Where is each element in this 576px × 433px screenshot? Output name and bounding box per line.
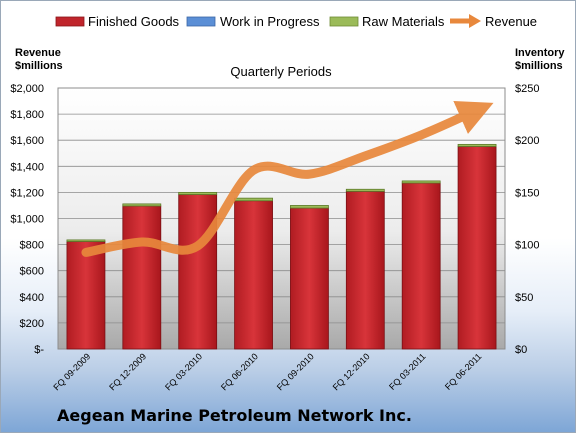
bar-finished-goods [401,182,441,350]
left-tick-label: $1,400 [10,161,44,173]
bar-raw-materials [290,205,329,209]
left-axis-label-line1: Revenue [15,47,61,59]
x-tick-label: FQ 09-2010 [275,351,316,392]
bar-finished-goods [178,194,218,350]
legend-item-finished-goods[interactable]: Finished Goods [55,14,180,29]
bar-raw-materials [457,143,497,147]
x-tick-label: FQ 06-2011 [443,351,484,392]
legend-label-raw-materials: Raw Materials [362,14,445,29]
right-axis-label-line2: $millions [515,60,563,72]
left-axis-ticks: $- $200 $400 $600 $800 $1,000 $1,200 $1,400 $1,6… [10,83,44,356]
right-tick-label: $50 [515,292,533,304]
legend-label-revenue: Revenue [485,14,537,29]
right-tick-label: $150 [515,187,539,199]
company-title: Aegean Marine Petroleum Network Inc. [57,406,412,425]
x-tick-label: FQ 03-2011 [387,351,428,392]
bar-raw-materials [401,180,441,184]
bar-finished-goods [457,146,497,350]
right-axis-label-line1: Inventory [515,47,565,59]
right-axis-ticks: $0 $50 $100 $150 $200 $250 [515,83,539,356]
legend-item-revenue[interactable]: Revenue [450,14,537,29]
bar-raw-materials [345,188,385,192]
left-tick-label: $- [34,344,44,356]
bar-raw-materials [234,197,273,202]
left-tick-label: $200 [20,318,44,330]
right-tick-label: $250 [515,83,539,95]
bar-finished-goods [234,200,273,350]
legend-label-work-in-progress: Work in Progress [220,14,320,29]
x-tick-label: FQ 06-2010 [219,351,260,392]
legend: Finished Goods Work in Progress Raw Mate… [55,14,537,29]
bar-finished-goods [290,207,329,350]
legend-item-work-in-progress[interactable]: Work in Progress [186,14,320,29]
left-axis-label-line2: $millions [15,60,63,72]
left-tick-label: $400 [20,292,44,304]
x-tick-label: FQ 09-2009 [51,351,92,392]
x-tick-label: FQ 12-2010 [331,351,372,392]
bar-finished-goods [122,205,162,350]
revenue-line [81,101,494,257]
legend-item-raw-materials[interactable]: Raw Materials [329,14,445,29]
left-tick-label: $2,000 [10,83,44,95]
bar-raw-materials [178,191,218,195]
left-tick-label: $800 [20,240,44,252]
right-tick-label: $100 [515,240,539,252]
left-tick-label: $1,600 [10,135,44,147]
right-tick-label: $0 [515,344,527,356]
bar-finished-goods [345,190,385,350]
left-tick-label: $1,200 [10,187,44,199]
bar-raw-materials [66,239,106,242]
chart-subtitle: Quarterly Periods [230,64,332,79]
bar-raw-materials [122,203,162,207]
left-tick-label: $600 [20,266,44,278]
bars [66,143,497,350]
x-tick-label: FQ 12-2009 [107,351,148,392]
x-axis-ticks: FQ 09-2009 FQ 12-2009 FQ 03-2010 FQ 06-2010… [51,351,483,392]
left-tick-label: $1,800 [10,109,44,121]
bar-finished-goods [66,241,106,350]
legend-label-finished-goods: Finished Goods [88,14,180,29]
left-tick-label: $1,000 [10,214,44,226]
revenue-line-path [81,101,494,257]
x-tick-label: FQ 03-2010 [163,351,204,392]
right-tick-label: $200 [515,135,539,147]
